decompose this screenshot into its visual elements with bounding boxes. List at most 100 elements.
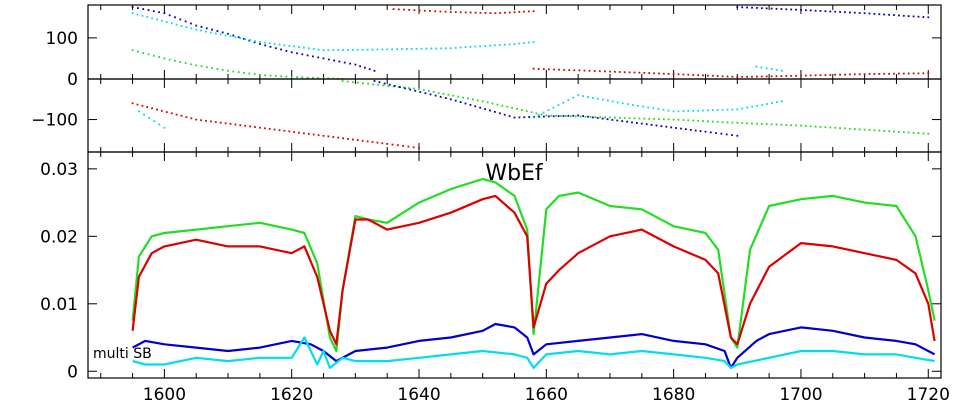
data-point xyxy=(332,49,335,51)
data-point xyxy=(501,104,504,107)
data-point xyxy=(584,115,587,118)
data-point xyxy=(667,109,670,112)
data-point xyxy=(596,117,599,119)
data-point xyxy=(469,11,472,14)
data-point xyxy=(444,10,447,13)
data-point xyxy=(553,68,555,71)
data-point xyxy=(285,75,288,78)
series-points-red xyxy=(392,8,930,78)
x-tick-label: 1600 xyxy=(143,385,186,405)
data-point xyxy=(317,134,320,137)
data-point xyxy=(692,109,695,112)
data-point xyxy=(716,120,719,123)
data-point xyxy=(518,116,521,119)
data-point xyxy=(626,103,629,105)
data-point xyxy=(863,128,866,131)
data-point xyxy=(824,74,827,76)
data-point xyxy=(479,11,482,14)
data-point xyxy=(741,6,744,9)
data-point xyxy=(307,47,310,50)
data-point xyxy=(582,95,584,97)
data-point xyxy=(306,54,309,57)
data-point xyxy=(829,126,832,129)
y-tick-label: 0 xyxy=(67,70,78,90)
data-point xyxy=(528,116,531,118)
data-point xyxy=(805,125,807,127)
data-point xyxy=(216,30,219,32)
data-point xyxy=(746,122,748,125)
data-point xyxy=(205,119,207,122)
data-point xyxy=(248,72,251,75)
data-point xyxy=(423,9,426,12)
data-point xyxy=(731,134,733,136)
data-point xyxy=(704,130,707,133)
data-point xyxy=(643,117,646,120)
data-point xyxy=(221,31,224,34)
data-point xyxy=(868,73,871,75)
y-tick-label: 0.03 xyxy=(40,160,78,180)
data-point xyxy=(785,8,788,11)
data-point xyxy=(606,118,609,121)
data-point xyxy=(632,104,634,106)
data-point xyxy=(396,48,398,51)
data-point xyxy=(527,10,530,13)
data-point xyxy=(413,87,415,90)
data-point xyxy=(540,113,543,116)
data-point xyxy=(766,103,768,105)
data-point xyxy=(577,114,580,117)
data-point xyxy=(499,12,502,14)
x-tick-label: 1660 xyxy=(525,385,568,405)
data-point xyxy=(402,145,404,147)
data-point xyxy=(609,70,611,73)
data-point xyxy=(274,75,277,77)
data-point xyxy=(621,102,624,105)
data-point xyxy=(731,75,734,78)
phase-upper-frame xyxy=(87,4,942,80)
data-point xyxy=(655,124,658,127)
data-point xyxy=(288,130,291,133)
data-point xyxy=(868,129,871,131)
data-point xyxy=(611,100,614,103)
data-point xyxy=(447,93,450,96)
data-point xyxy=(312,48,315,50)
data-point xyxy=(361,48,364,51)
data-point xyxy=(602,98,604,101)
data-point xyxy=(824,126,827,129)
data-point xyxy=(775,123,778,126)
data-point xyxy=(180,25,183,27)
series-line-red xyxy=(131,194,936,346)
data-point xyxy=(675,127,677,129)
data-point xyxy=(597,97,599,100)
data-point xyxy=(439,95,442,98)
data-point xyxy=(337,136,340,139)
data-point xyxy=(692,119,695,122)
data-point xyxy=(565,115,567,117)
data-point xyxy=(623,117,626,119)
data-point xyxy=(809,125,812,128)
data-point xyxy=(587,96,589,98)
data-point xyxy=(702,109,704,112)
data-point xyxy=(555,114,557,117)
data-point xyxy=(264,74,267,77)
data-point xyxy=(296,76,298,79)
data-point xyxy=(535,112,538,115)
data-point xyxy=(761,104,763,106)
data-point xyxy=(707,120,709,123)
data-point xyxy=(568,69,571,71)
data-point xyxy=(508,43,511,46)
x-tick-label: 1680 xyxy=(652,385,695,405)
data-point xyxy=(454,99,457,102)
data-point xyxy=(163,12,166,15)
data-point xyxy=(795,124,797,127)
data-point xyxy=(645,123,648,126)
data-point xyxy=(912,72,915,75)
data-point xyxy=(494,44,496,47)
data-point xyxy=(523,116,526,119)
data-point xyxy=(658,72,660,75)
data-point xyxy=(572,114,575,117)
data-point xyxy=(858,128,861,131)
data-point xyxy=(721,121,724,123)
data-point xyxy=(405,48,408,50)
data-point xyxy=(618,71,621,73)
data-point xyxy=(343,61,346,64)
